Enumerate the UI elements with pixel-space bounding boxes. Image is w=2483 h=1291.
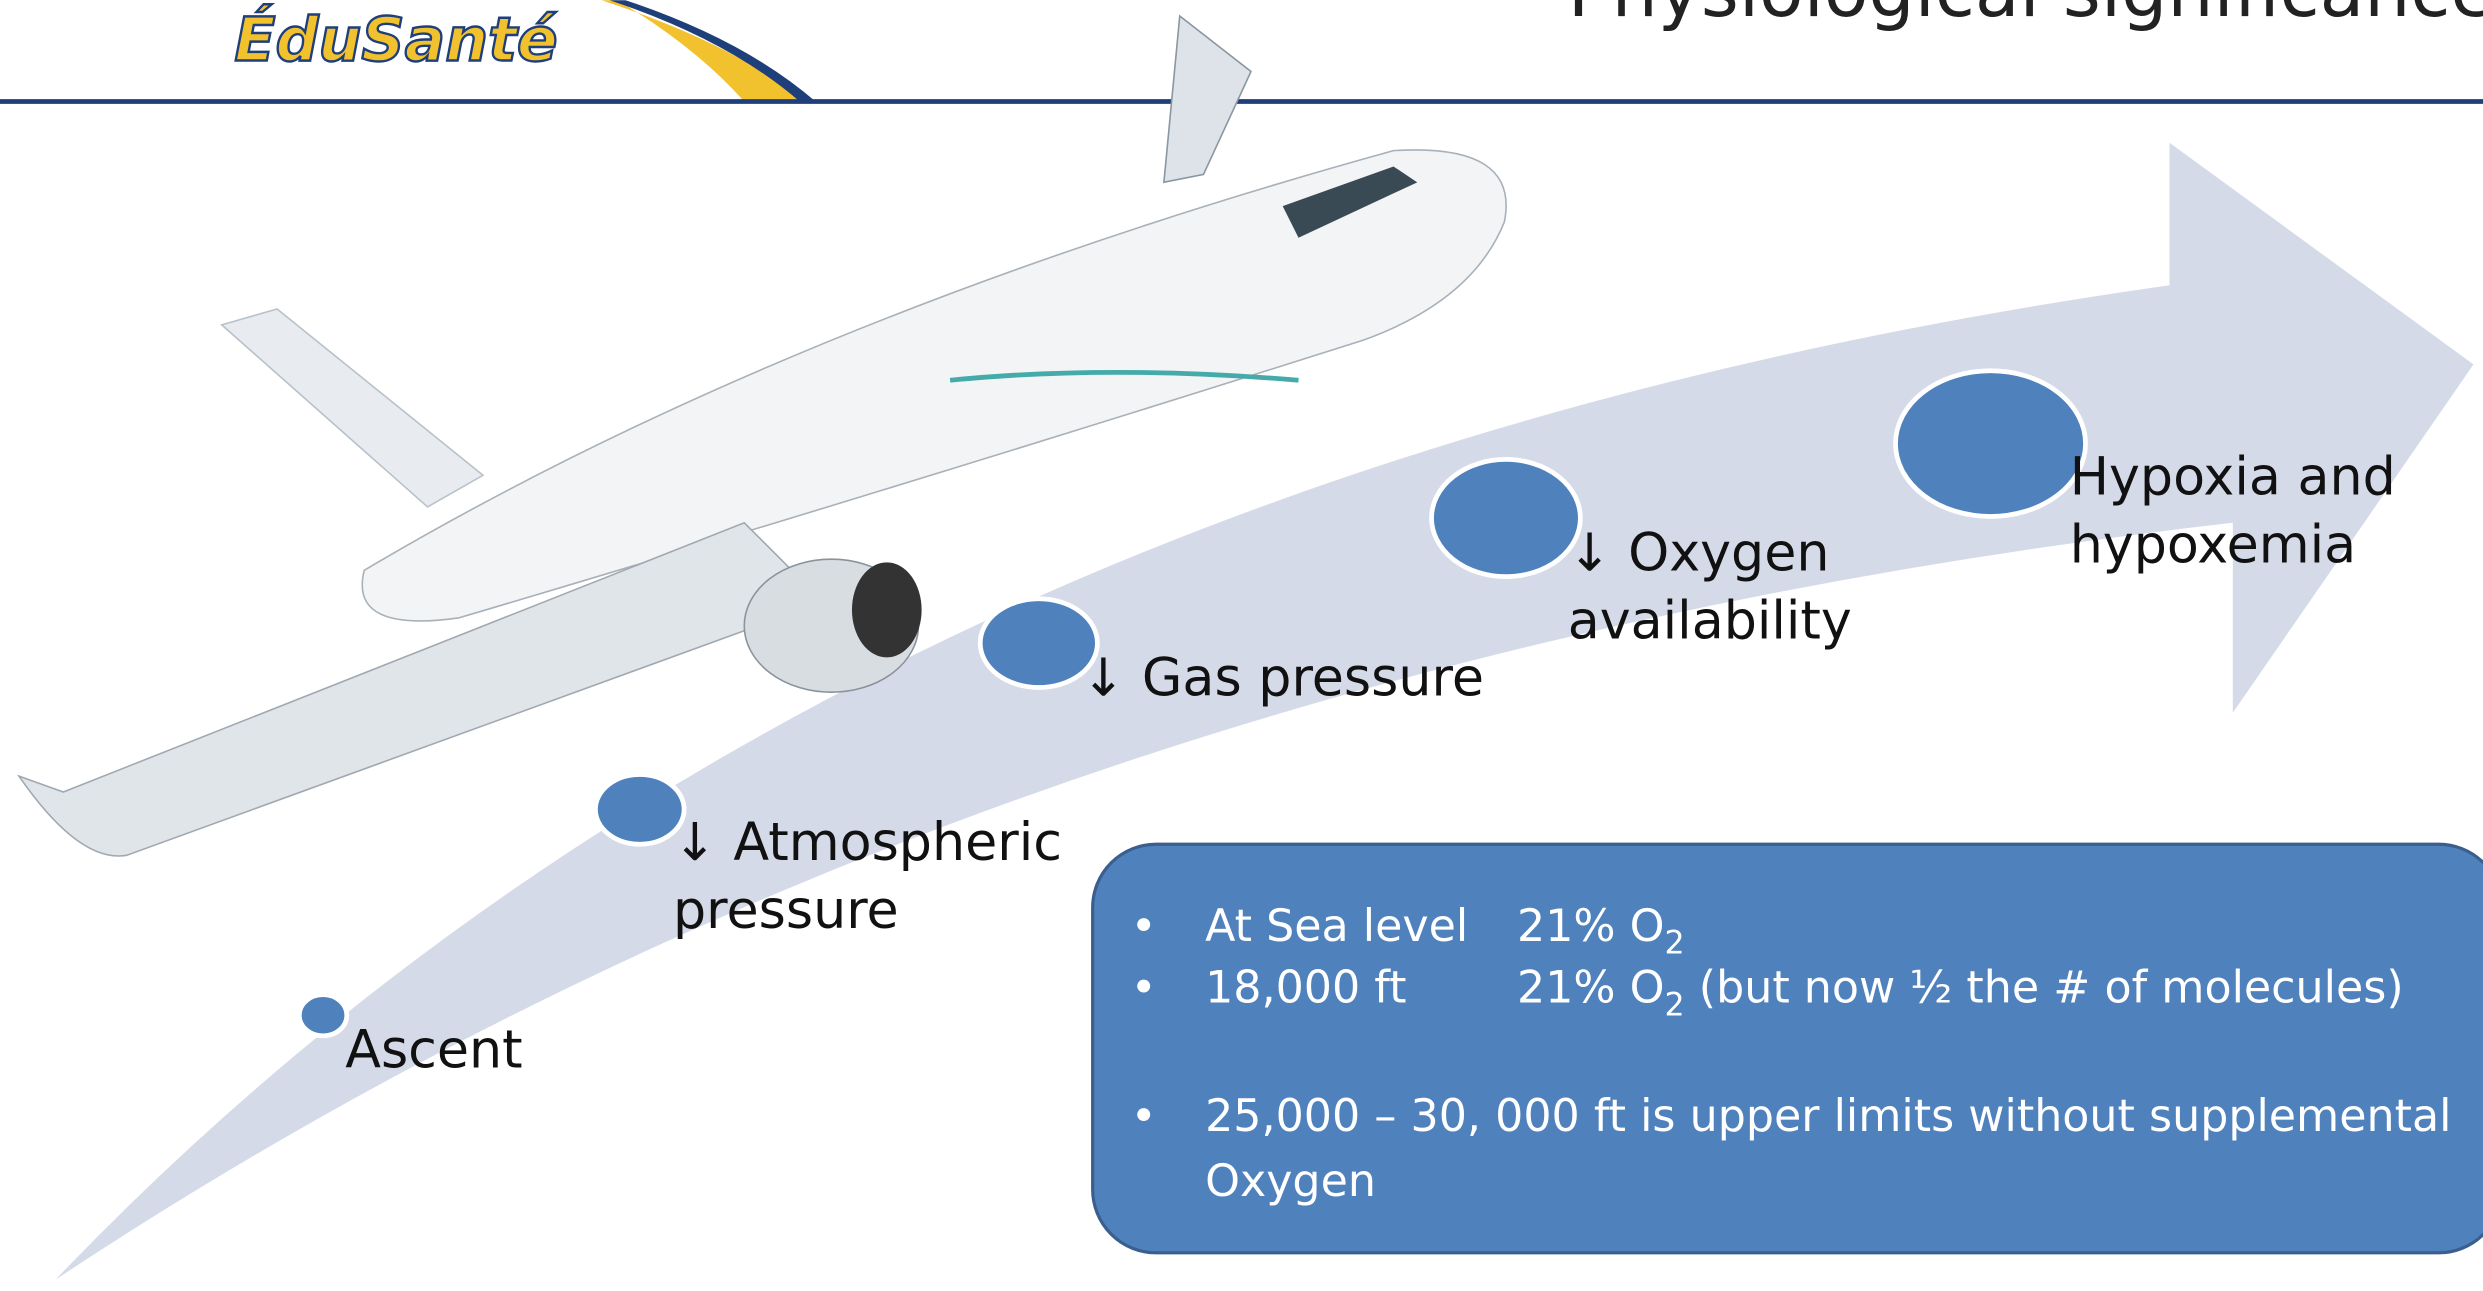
step-label: Ascent [345, 1021, 522, 1081]
step-label: pressure [673, 881, 899, 941]
value-rest: (but now ½ the # of molecules) [1685, 963, 2404, 1014]
bullet: • [1131, 1091, 1157, 1142]
step-label: Hypoxia and [2070, 447, 2396, 507]
step-label: ↓ Atmospheric [673, 813, 1062, 873]
step-marker [595, 775, 684, 845]
slide: ÉduSanté Physiological significance Asce… [0, 0, 2483, 1291]
value: 21% O [1517, 901, 1665, 952]
step-marker [980, 599, 1097, 688]
row-label: At Sea level [1205, 901, 1468, 952]
note: 25,000 – 30, 000 ft is upper limits with… [1205, 1091, 2451, 1142]
step-label: ↓ Oxygen [1568, 523, 1830, 583]
step-marker [299, 995, 347, 1036]
slide-title: Physiological significance [1568, 0, 2483, 34]
value: 21% O [1517, 963, 1665, 1014]
bullet: • [1131, 963, 1157, 1014]
step-label: hypoxemia [2070, 515, 2356, 575]
page: ÉduSanté Physiological significance Asce… [0, 0, 2483, 1291]
row-label: 18,000 ft [1205, 963, 1406, 1014]
step-label: ↓ Gas pressure [1082, 648, 1484, 708]
subscript: 2 [1665, 925, 1685, 961]
step-marker [1896, 371, 2086, 517]
logo: ÉduSanté [234, 3, 557, 75]
step-marker [1432, 459, 1581, 576]
bullet: • [1131, 901, 1157, 952]
note: Oxygen [1205, 1156, 1376, 1207]
step-label: availability [1568, 591, 1852, 651]
subscript: 2 [1665, 987, 1685, 1023]
